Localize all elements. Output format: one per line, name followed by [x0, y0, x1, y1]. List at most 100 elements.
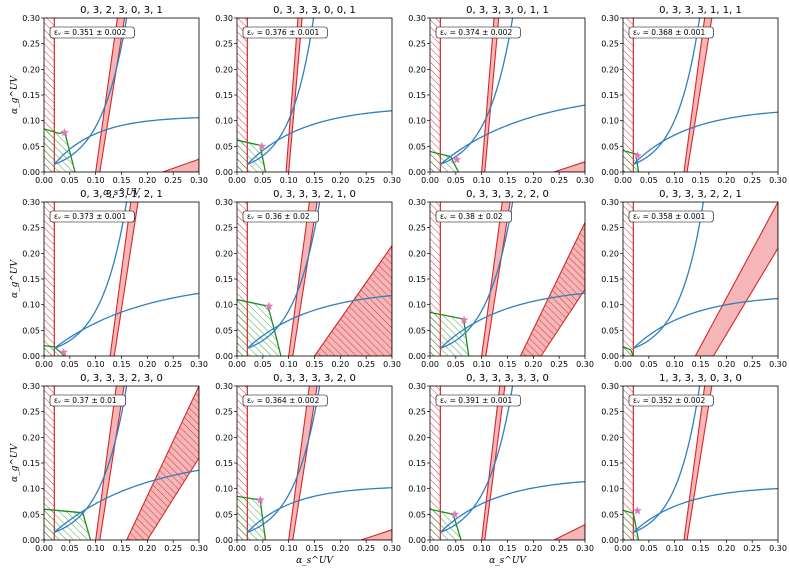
- axes-frame: [429, 17, 586, 173]
- epsilon-annotation: εᵥ = 0.374 ± 0.002: [435, 26, 521, 39]
- green-region-hatch: [623, 150, 639, 172]
- x-tick-label: 0.25: [743, 360, 761, 369]
- x-tick-label: 0.20: [717, 360, 735, 369]
- y-tick-label: 0.05: [408, 326, 426, 335]
- x-tick-label: 0.10: [280, 544, 298, 553]
- blue-steep-curve: [440, 18, 514, 165]
- red-band-right-edge: [99, 386, 125, 540]
- blue-shallow-curve: [632, 487, 778, 533]
- epsilon-annotation-box: [628, 210, 714, 223]
- optimum-star-marker: [264, 301, 274, 310]
- x-tick-label: 0.30: [383, 176, 401, 185]
- y-tick-label: 0.20: [408, 433, 426, 442]
- plot-area: [430, 18, 585, 172]
- red-band-right-edge: [288, 18, 303, 172]
- red-band-right-edge: [99, 18, 126, 172]
- y-tick-label: 0.25: [215, 40, 233, 49]
- y-tick-label: 0.20: [22, 433, 40, 442]
- x-tick-label: 0.30: [383, 360, 401, 369]
- epsilon-annotation-text: εᵥ = 0.391 ± 0.001: [440, 396, 512, 405]
- left-exclusion-band: [623, 202, 634, 356]
- blue-steep-curve: [247, 18, 315, 165]
- red-band-right-edge: [484, 18, 500, 172]
- y-tick-label: 0.20: [601, 249, 619, 258]
- x-tick-label: 0.30: [769, 360, 787, 369]
- blue-steep-curve: [247, 386, 321, 533]
- panel-title: 0, 3, 2, 3, 0, 3, 1: [80, 5, 163, 16]
- blue-shallow-curve: [439, 104, 585, 165]
- plot-area: [623, 386, 778, 540]
- x-tick-label: 0.00: [35, 360, 53, 369]
- y-tick-label: 0.20: [408, 65, 426, 74]
- panel-title: 0, 3, 3, 3, 2, 2, 1: [659, 189, 742, 200]
- left-exclusion-band: [44, 386, 55, 540]
- optimum-star-marker: [633, 506, 642, 515]
- y-tick-label: 0.25: [601, 408, 619, 417]
- optimum-star-marker: [450, 509, 460, 519]
- plot-area: [44, 386, 199, 540]
- blue-steep-curve: [54, 202, 128, 349]
- blue-steep-curve: [440, 386, 514, 533]
- chart-panel-7: 0.00 0.05 0.10 0.15 0.20 0.25 0.30 0.00 0.05 0.10…: [408, 189, 594, 369]
- panel-title: 0, 3, 3, 3, 1, 1, 1: [659, 5, 742, 16]
- y-tick-label: 0.25: [601, 224, 619, 233]
- x-tick-label: 0.20: [331, 544, 349, 553]
- y-tick-label: 0.10: [601, 117, 619, 126]
- blue-shallow-curve: [632, 297, 778, 349]
- red-band-right-edge: [292, 202, 318, 356]
- epsilon-annotation-text: εᵥ = 0.374 ± 0.002: [440, 28, 512, 37]
- x-tick-label: 0.20: [331, 176, 349, 185]
- green-region-edge: [44, 128, 76, 172]
- x-tick-label: 0.20: [524, 360, 542, 369]
- chart-panel-2: 0.00 0.05 0.10 0.15 0.20 0.25 0.30 0.00 0.05 0.10…: [215, 5, 401, 185]
- x-tick-label: 0.10: [473, 176, 491, 185]
- y-tick-label: 0.15: [601, 91, 619, 100]
- red-band-fill: [683, 18, 712, 172]
- epsilon-annotation-box: [49, 394, 126, 407]
- x-tick-label: 0.30: [190, 176, 208, 185]
- x-tick-label: 0.05: [254, 360, 272, 369]
- y-tick-label: 0.30: [601, 198, 619, 207]
- y-tick-label: 0.00: [408, 168, 426, 177]
- y-tick-label: 0.10: [601, 485, 619, 494]
- red-band-left-edge: [95, 386, 117, 540]
- x-tick-label: 0.30: [769, 544, 787, 553]
- panel-title: 1, 3, 3, 3, 0, 3, 0: [659, 373, 742, 384]
- x-tick-label: 0.20: [717, 544, 735, 553]
- green-region-hatch: [44, 128, 75, 172]
- panel-title: 0, 3, 3, 3, 1, 2, 1: [80, 189, 163, 200]
- red-band-right-edge: [686, 18, 713, 172]
- y-tick-label: 0.15: [408, 275, 426, 284]
- y-tick-label: 0.00: [601, 352, 619, 361]
- y-tick-label: 0.15: [408, 459, 426, 468]
- chart-panel-11: 0.00 0.05 0.10 0.15 0.20 0.25 0.30 0.00 0.05 0.10…: [408, 373, 594, 566]
- x-tick-label: 0.10: [87, 544, 105, 553]
- x-tick-label: 0.05: [447, 176, 465, 185]
- epsilon-annotation-text: εᵥ = 0.36 ± 0.02: [247, 212, 310, 221]
- x-tick-label: 0.20: [524, 544, 542, 553]
- x-tick-label: 0.10: [280, 360, 298, 369]
- epsilon-annotation: εᵥ = 0.358 ± 0.001: [628, 210, 714, 223]
- y-tick-label: 0.25: [22, 224, 40, 233]
- x-tick-label: 0.20: [138, 176, 156, 185]
- epsilon-annotation-box: [242, 26, 328, 39]
- epsilon-annotation-text: εᵥ = 0.351 ± 0.002: [54, 28, 126, 37]
- x-tick-label: 0.30: [576, 360, 594, 369]
- x-tick-label: 0.10: [87, 176, 105, 185]
- red-band-left-edge: [683, 18, 706, 172]
- y-axis-label: α_g^UV: [10, 259, 20, 298]
- epsilon-annotation: εᵥ = 0.36 ± 0.02: [242, 210, 319, 223]
- y-tick-label: 0.30: [215, 198, 233, 207]
- epsilon-annotation-box: [49, 210, 135, 223]
- y-tick-label: 0.25: [601, 40, 619, 49]
- chart-panel-4: 0.00 0.05 0.10 0.15 0.20 0.25 0.30 0.00 0.05 0.10…: [601, 5, 787, 185]
- x-axis-label: α_s^UV: [296, 556, 334, 566]
- x-tick-label: 0.10: [87, 360, 105, 369]
- red-region-edge: [126, 386, 199, 540]
- green-region-hatch: [430, 312, 469, 356]
- y-tick-label: 0.15: [601, 275, 619, 284]
- left-exclusion-band: [623, 386, 634, 540]
- x-tick-label: 0.00: [614, 360, 632, 369]
- plot-area: [430, 202, 585, 356]
- y-tick-label: 0.30: [22, 198, 40, 207]
